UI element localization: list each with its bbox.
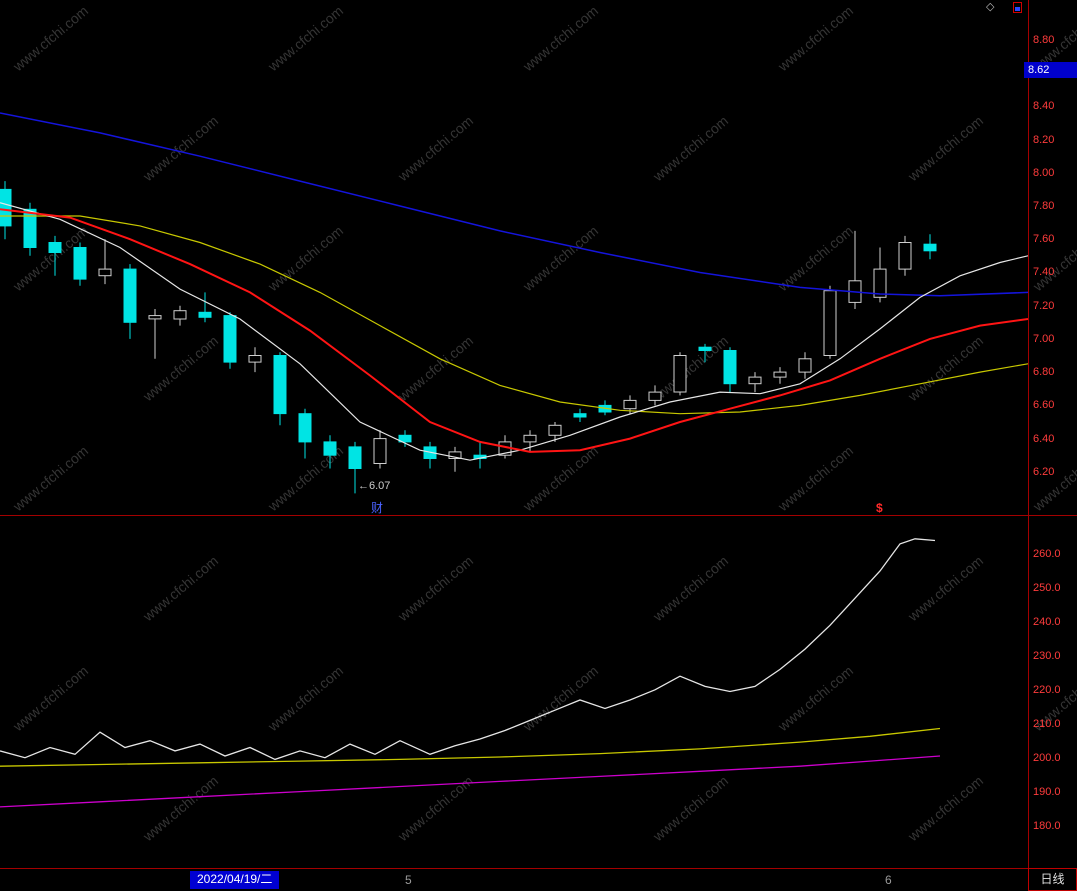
candle xyxy=(423,441,437,469)
ma-red-line xyxy=(0,208,1028,453)
dollar-marker[interactable]: $ xyxy=(876,501,883,515)
ind-magenta-line xyxy=(0,755,941,808)
cursor-date-label[interactable]: 2022/04/19/二 xyxy=(190,871,280,889)
price-axis-label: 8.40 xyxy=(1033,100,1055,112)
candle xyxy=(748,372,762,393)
panel-divider xyxy=(0,515,1077,516)
candle xyxy=(573,408,587,422)
candle xyxy=(73,242,87,286)
red-box-icon[interactable] xyxy=(1013,2,1022,13)
price-axis-divider xyxy=(1028,0,1029,868)
candle xyxy=(473,441,487,469)
watermark-text: www.cfchi.com xyxy=(1029,442,1077,515)
indicator-axis-label: 260.0 xyxy=(1033,548,1061,560)
candle xyxy=(798,352,812,379)
period-label[interactable]: 日线 xyxy=(1028,868,1077,891)
candle xyxy=(523,430,537,452)
price-axis-label: 7.20 xyxy=(1033,300,1055,312)
candle xyxy=(298,408,312,459)
candle xyxy=(348,441,362,494)
price-axis-label: 7.40 xyxy=(1033,266,1055,278)
price-axis-label: 6.20 xyxy=(1033,466,1055,478)
candle xyxy=(23,202,37,256)
candle xyxy=(723,347,737,393)
candle xyxy=(148,309,162,359)
candle xyxy=(773,367,787,384)
candle xyxy=(873,247,887,303)
indicator-axis-label: 210.0 xyxy=(1033,718,1061,730)
candle xyxy=(923,234,937,260)
candlestick-panel[interactable] xyxy=(0,0,1028,515)
candle xyxy=(198,292,212,323)
price-axis-label: 8.80 xyxy=(1033,34,1055,46)
current-price-tag: 8.62 xyxy=(1024,62,1077,78)
candle xyxy=(98,239,112,285)
candle xyxy=(648,385,662,406)
candle xyxy=(373,430,387,469)
price-axis-label: 7.80 xyxy=(1033,200,1055,212)
candle xyxy=(698,343,712,363)
ma-blue-line xyxy=(0,112,1028,297)
indicator-axis-label: 200.0 xyxy=(1033,752,1061,764)
candle xyxy=(248,347,262,373)
candle xyxy=(673,352,687,396)
cai-marker[interactable]: 财 xyxy=(371,501,384,515)
time-axis-bar: 2022/04/19/二 5 6 xyxy=(0,869,1028,891)
candle xyxy=(823,285,837,359)
candle xyxy=(448,446,462,472)
indicator-axis-label: 230.0 xyxy=(1033,650,1061,662)
diamond-icon[interactable]: ◇ xyxy=(986,1,995,13)
ma-yellow-line xyxy=(0,215,1028,415)
candle xyxy=(173,305,187,326)
indicator-panel[interactable] xyxy=(0,515,1028,868)
candle xyxy=(48,235,62,276)
candle xyxy=(548,422,562,442)
indicator-axis-label: 240.0 xyxy=(1033,616,1061,628)
indicator-axis-label: 180.0 xyxy=(1033,820,1061,832)
indicator-axis-label: 220.0 xyxy=(1033,684,1061,696)
indicator-axis-label: 190.0 xyxy=(1033,786,1061,798)
month-tick-june: 6 xyxy=(885,873,892,887)
candle xyxy=(323,435,337,469)
candle xyxy=(223,312,237,369)
candle xyxy=(898,235,912,276)
candle xyxy=(123,264,137,339)
month-tick-may: 5 xyxy=(405,873,412,887)
time-axis-divider xyxy=(0,868,1077,869)
price-axis-label: 6.40 xyxy=(1033,433,1055,445)
ind-white-line xyxy=(0,538,936,761)
price-axis-label: 6.60 xyxy=(1033,399,1055,411)
price-axis-label: 8.00 xyxy=(1033,167,1055,179)
candle xyxy=(273,352,287,426)
ma-white-line xyxy=(0,202,1028,461)
low-annotation: ←6.07 xyxy=(358,480,391,492)
candle xyxy=(848,230,862,309)
indicator-axis-label: 250.0 xyxy=(1033,582,1061,594)
price-axis-label: 7.60 xyxy=(1033,233,1055,245)
candle xyxy=(398,430,412,447)
price-axis-label: 6.80 xyxy=(1033,366,1055,378)
ind-yellow-line xyxy=(0,727,941,767)
price-axis-label: 7.00 xyxy=(1033,333,1055,345)
price-axis-label: 8.20 xyxy=(1033,134,1055,146)
